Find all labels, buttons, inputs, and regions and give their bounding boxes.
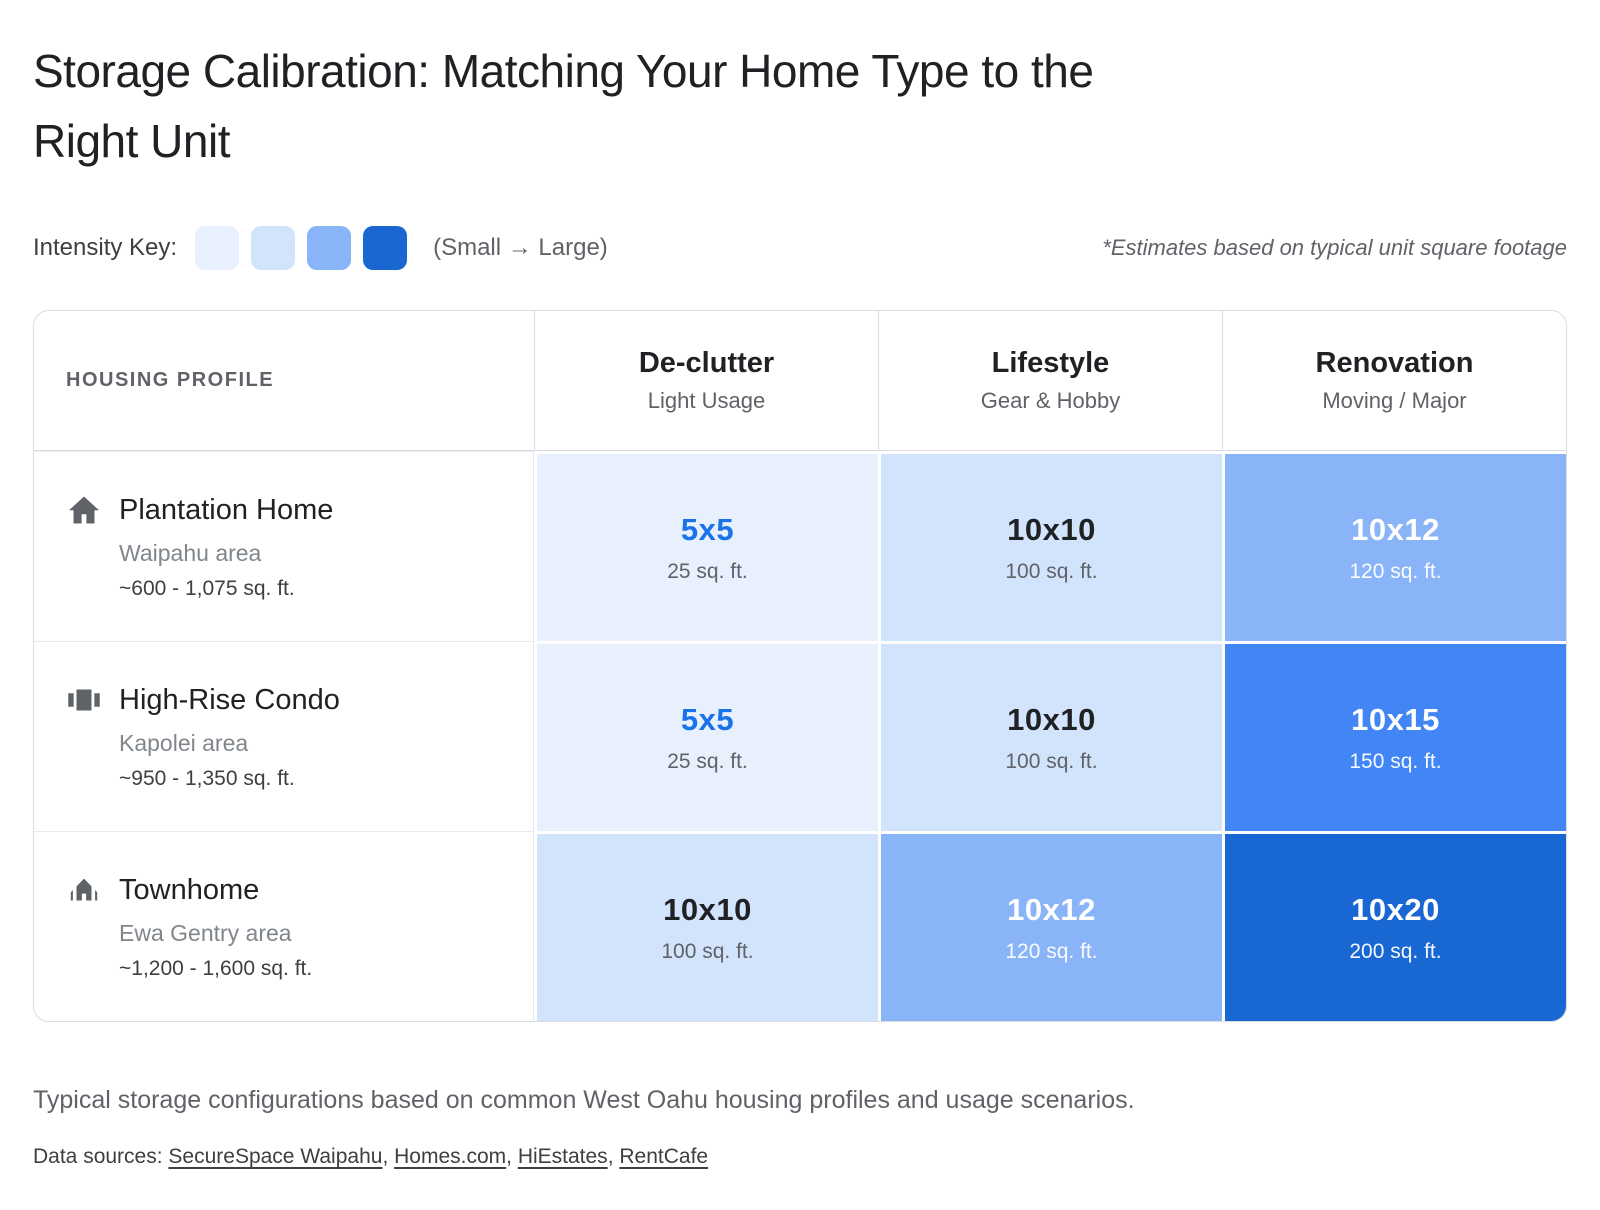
estimates-footnote: *Estimates based on typical unit square … (1102, 235, 1567, 260)
unit-sqft-label: 100 sq. ft. (1005, 559, 1098, 583)
housing-profile-cell: High-Rise Condo Kapolei area ~950 - 1,350 … (34, 641, 534, 831)
unit-cell: 10x10 100 sq. ft. (878, 451, 1222, 641)
intensity-swatch-3 (307, 226, 352, 270)
table-caption: Typical storage configurations based on … (33, 1086, 1135, 1114)
column-title: Renovation (1315, 347, 1474, 379)
unit-cell: 5x5 25 sq. ft. (534, 641, 878, 831)
unit-cell: 10x12 120 sq. ft. (1222, 451, 1566, 641)
source-link-hiestates[interactable]: HiEstates (517, 1145, 608, 1168)
column-header-declutter: De-clutter Light Usage (534, 311, 878, 451)
unit-cell: 10x10 100 sq. ft. (534, 831, 878, 1021)
unit-sqft-label: 100 sq. ft. (661, 939, 754, 963)
intensity-swatch-1 (195, 226, 240, 270)
housing-profile-header: HOUSING PROFILE (34, 311, 534, 451)
data-sources-label: Data sources: (33, 1145, 163, 1168)
legend-swatches (195, 226, 408, 270)
unit-cell: 10x10 100 sq. ft. (878, 641, 1222, 831)
infographic-page: Storage Calibration: Matching Your Home … (33, 36, 1567, 1168)
unit-sqft-label: 100 sq. ft. (1005, 749, 1098, 773)
source-link-securespace-waipahu[interactable]: SecureSpace Waipahu (168, 1145, 383, 1168)
sqft-range-label: ~1,200 - 1,600 sq. ft. (119, 957, 313, 980)
column-subtitle: Moving / Major (1322, 388, 1467, 413)
unit-sqft-label: 200 sq. ft. (1349, 939, 1442, 963)
column-header-renovation: Renovation Moving / Major (1222, 311, 1566, 451)
unit-size-label: 10x20 (1351, 891, 1440, 927)
unit-size-label: 10x12 (1007, 891, 1096, 927)
unit-size-label: 10x10 (1007, 701, 1096, 737)
page-title-line1: Storage Calibration: Matching Your Home … (33, 45, 1094, 97)
housing-type-label: High-Rise Condo (119, 683, 340, 716)
intensity-legend: Intensity Key: (Small → Large) *Estimate… (33, 226, 1567, 270)
area-label: Ewa Gentry area (119, 920, 292, 946)
column-title: De-clutter (638, 347, 775, 379)
unit-cell: 10x12 120 sq. ft. (878, 831, 1222, 1021)
unit-cell: 10x20 200 sq. ft. (1222, 831, 1566, 1021)
unit-sqft-label: 150 sq. ft. (1349, 749, 1442, 773)
page-title: Storage Calibration: Matching Your Home … (33, 36, 1567, 176)
source-link-homes-com[interactable]: Homes.com (394, 1145, 507, 1168)
housing-profile-cell: Plantation Home Waipahu area ~600 - 1,075 … (34, 451, 534, 641)
intensity-swatch-4 (363, 226, 408, 270)
housing-type-label: Plantation Home (119, 493, 334, 526)
unit-cell: 10x15 150 sq. ft. (1222, 641, 1566, 831)
housing-profile-cell: Townhome Ewa Gentry area ~1,200 - 1,600 sq… (34, 831, 534, 1021)
unit-size-label: 10x12 (1351, 511, 1440, 547)
townhome-icon (66, 872, 102, 908)
unit-size-label: 10x15 (1351, 701, 1440, 737)
intensity-swatch-2 (251, 226, 296, 270)
data-sources-line: Data sources: SecureSpace Waipahu, Homes… (33, 1145, 709, 1168)
column-title: Lifestyle (991, 347, 1110, 379)
unit-size-label: 5x5 (680, 701, 735, 737)
matrix-table: HOUSING PROFILE De-clutter Light Usage L… (33, 310, 1567, 1022)
unit-sqft-label: 120 sq. ft. (1005, 939, 1098, 963)
unit-sqft-label: 120 sq. ft. (1349, 559, 1442, 583)
column-header-lifestyle: Lifestyle Gear & Hobby (878, 311, 1222, 451)
unit-size-label: 10x10 (663, 891, 752, 927)
column-subtitle: Gear & Hobby (980, 388, 1121, 413)
sqft-range-label: ~600 - 1,075 sq. ft. (119, 577, 295, 600)
condo-icon (66, 682, 102, 718)
unit-size-label: 10x10 (1007, 511, 1096, 547)
unit-sqft-label: 25 sq. ft. (667, 749, 748, 773)
source-link-rentcafe[interactable]: RentCafe (619, 1145, 709, 1168)
housing-type-label: Townhome (119, 873, 260, 906)
area-label: Kapolei area (119, 730, 249, 756)
unit-sqft-label: 25 sq. ft. (667, 559, 748, 583)
page-title-line2: Right Unit (33, 115, 230, 167)
unit-size-label: 5x5 (680, 511, 735, 547)
area-label: Waipahu area (119, 540, 262, 566)
legend-range-label: (Small → Large) (433, 234, 608, 261)
unit-cell: 5x5 25 sq. ft. (534, 451, 878, 641)
home-icon (66, 492, 102, 528)
legend-label: Intensity Key: (33, 234, 178, 261)
column-subtitle: Light Usage (647, 388, 766, 413)
sqft-range-label: ~950 - 1,350 sq. ft. (119, 767, 295, 790)
